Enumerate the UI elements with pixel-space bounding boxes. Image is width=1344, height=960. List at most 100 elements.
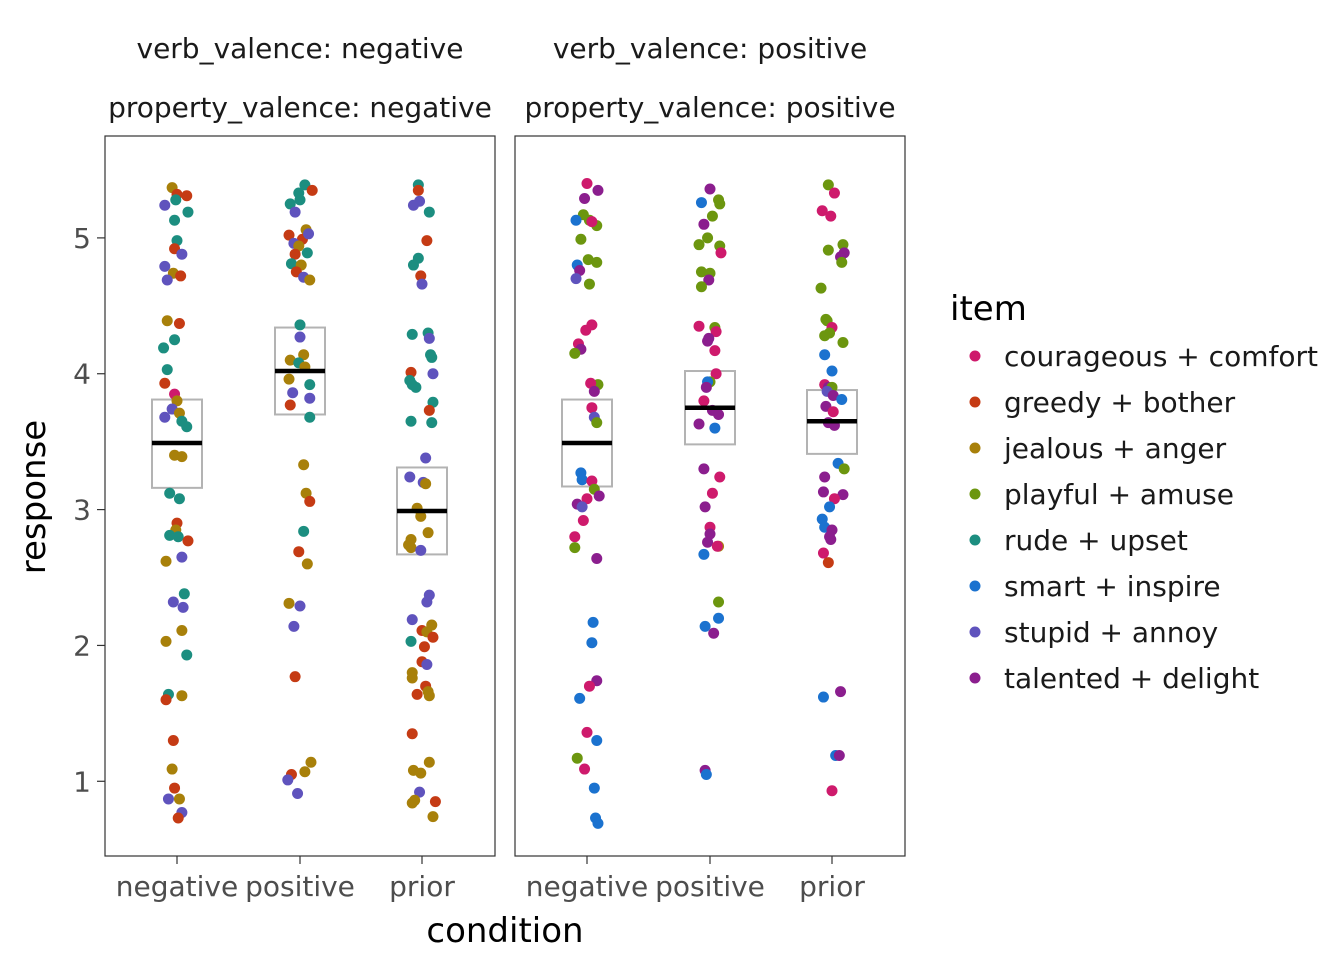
data-point [576,474,588,486]
data-point [817,691,829,703]
data-point [576,501,588,513]
data-point [586,637,598,649]
data-point [160,635,172,647]
data-point [169,782,181,794]
data-point [304,411,316,423]
data-point [699,620,711,632]
data-point [171,395,183,407]
data-point [294,600,306,612]
data-point [828,187,840,199]
data-point [181,649,193,661]
data-point [423,756,435,768]
data-point [406,614,418,626]
data-point [422,527,434,539]
legend-label: smart + inspire [1004,570,1221,603]
data-point [283,597,295,609]
data-point [588,782,600,794]
data-point [159,411,171,423]
data-point [159,199,171,211]
data-point [593,490,605,502]
data-point [284,354,296,366]
data-point [169,214,181,226]
legend-key [969,488,981,500]
data-point [416,278,428,290]
data-point [427,368,439,380]
data-point [283,373,295,385]
x-axis-title: condition [426,911,583,951]
y-tick-label: 1 [73,765,91,798]
x-tick-label: negative [526,870,648,903]
legend-key [969,396,981,408]
data-point [304,495,316,507]
data-point [294,319,306,331]
data-point [289,248,301,260]
data-point [421,596,433,608]
legend-label: playful + amuse [1004,478,1234,511]
data-point [838,463,850,475]
data-point [415,767,427,779]
y-axis-title: response [14,420,54,574]
data-point [158,342,170,354]
data-point [706,487,718,499]
data-point [708,627,720,639]
data-point [176,624,188,636]
data-point [423,690,435,702]
data-point [581,178,593,190]
data-point [824,501,836,513]
data-point [304,392,316,404]
data-point [406,672,418,684]
data-point [826,365,838,377]
data-point [698,395,710,407]
data-point [822,557,834,569]
legend-entry: talented + delight [969,662,1259,695]
data-point [836,394,848,406]
data-point [837,489,849,501]
data-point [169,334,181,346]
legend-entry: smart + inspire [969,570,1221,603]
legend-title: item [950,289,1027,329]
data-point [570,273,582,285]
strip-label: verb_valence: negative [137,32,464,65]
data-point [306,184,318,196]
y-tick-label: 4 [73,358,91,391]
data-point [292,788,304,800]
data-point [420,478,432,490]
data-point [294,331,306,343]
data-point [427,631,439,643]
data-point [418,641,430,653]
data-point [827,389,839,401]
data-point [160,555,172,567]
data-point [405,542,417,554]
data-point [411,688,423,700]
data-point [176,551,188,563]
data-point [575,233,587,245]
legend-entry: stupid + annoy [969,616,1218,649]
data-point [161,364,173,376]
data-point [833,749,845,761]
data-point [173,317,185,329]
data-point [285,258,297,270]
data-point [702,536,714,548]
data-point [588,385,600,397]
data-point [586,216,598,228]
data-point [405,366,417,378]
legend-entry: greedy + bother [969,386,1236,419]
data-point [817,547,829,559]
data-point [693,239,705,251]
data-point [289,671,301,683]
data-point [421,658,433,670]
data-point [587,616,599,628]
data-point [406,328,418,340]
legend-label: talented + delight [1004,662,1259,695]
data-point [700,768,712,780]
data-point [699,501,711,513]
data-point [404,471,416,483]
data-point [579,763,591,775]
data-point [298,525,310,537]
data-point [294,194,306,206]
data-point [714,198,726,210]
data-point [410,381,422,393]
data-point [835,686,847,698]
data-point [415,544,427,556]
data-point [713,596,725,608]
